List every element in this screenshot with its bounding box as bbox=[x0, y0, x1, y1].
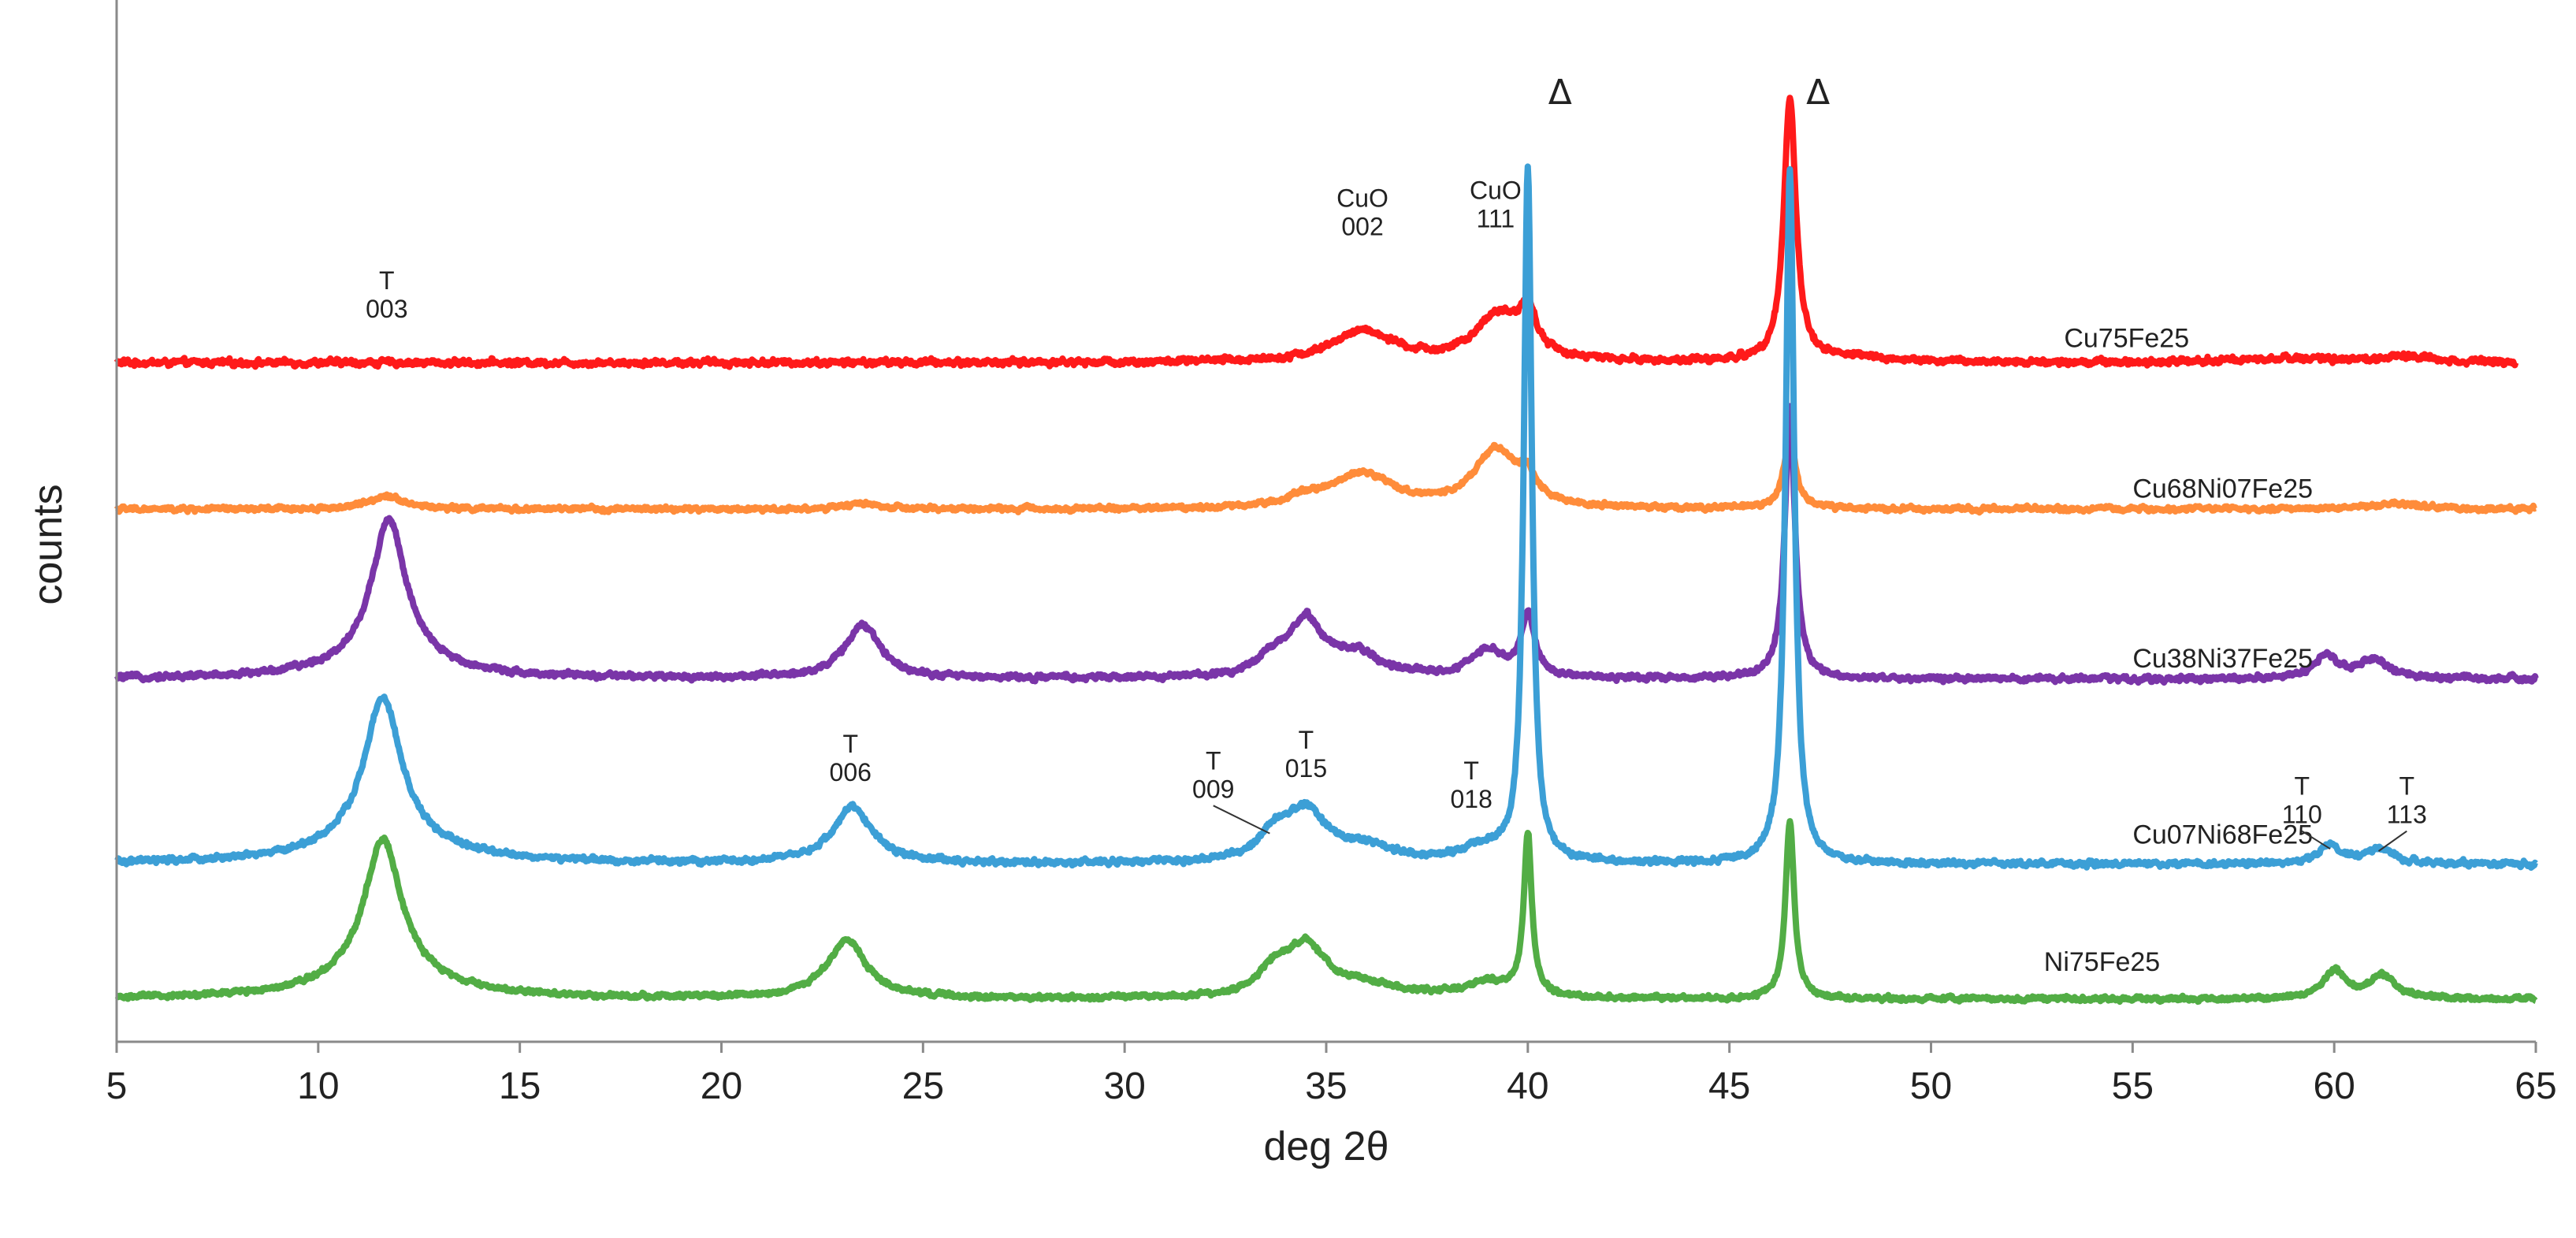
series-line-Cu75Fe25 bbox=[113, 95, 2519, 370]
annotation-leader bbox=[2377, 830, 2407, 852]
x-tick-label: 20 bbox=[701, 1065, 742, 1107]
series-line-Cu38Ni37Fe25 bbox=[114, 403, 2539, 686]
series-line-Cu68Ni07Fe25 bbox=[113, 435, 2538, 516]
peak-annotation: T 110 bbox=[2282, 772, 2322, 829]
x-tick-label: 15 bbox=[499, 1065, 541, 1107]
x-tick-label: 45 bbox=[1708, 1065, 1750, 1107]
annotation-leader bbox=[2301, 830, 2331, 850]
x-tick-label: 30 bbox=[1103, 1065, 1145, 1107]
series-line-Ni75Fe25 bbox=[114, 818, 2538, 1006]
y-axis-title: counts bbox=[25, 484, 71, 604]
x-tick-label: 50 bbox=[1910, 1065, 1952, 1107]
series-line-Cu07Ni68Fe25 bbox=[114, 163, 2538, 871]
x-tick-label: 35 bbox=[1305, 1065, 1347, 1107]
label-layer: Cu75Fe25 Cu68Ni07Fe25 Cu38Ni37Fe25 Cu07Ni68… bbox=[366, 72, 2427, 977]
series-label: Cu38Ni37Fe25 bbox=[2132, 644, 2313, 674]
x-tick-label: 10 bbox=[297, 1065, 339, 1107]
x-tick-label: 40 bbox=[1507, 1065, 1548, 1107]
annotation-leader bbox=[1213, 805, 1270, 835]
peak-annotation: T 003 bbox=[366, 266, 407, 323]
peak-annotation: T 009 bbox=[1192, 746, 1234, 803]
delta-marker: Δ bbox=[1548, 72, 1572, 113]
series-label: Ni75Fe25 bbox=[2044, 947, 2160, 977]
series-label: Cu07Ni68Fe25 bbox=[2132, 820, 2313, 849]
peak-annotation: CuO 111 bbox=[1470, 177, 1522, 233]
x-tick-label: 5 bbox=[106, 1065, 128, 1107]
peak-annotation: T 018 bbox=[1451, 757, 1492, 813]
series-label: Cu68Ni07Fe25 bbox=[2132, 474, 2313, 504]
x-tick-label: 25 bbox=[902, 1065, 944, 1107]
x-axis-title: deg 2θ bbox=[1263, 1124, 1388, 1169]
series-layer bbox=[113, 95, 2539, 1006]
peak-annotation: T 113 bbox=[2387, 772, 2427, 829]
x-tick-label: 65 bbox=[2515, 1065, 2556, 1107]
delta-marker: Δ bbox=[1806, 72, 1830, 113]
axis-layer: 5 10 15 20 25 30 35 40 45 50 55 60 65 bbox=[106, 0, 2557, 1107]
x-tick-label: 55 bbox=[2112, 1065, 2154, 1107]
series-label: Cu75Fe25 bbox=[2064, 324, 2189, 354]
x-tick-label: 60 bbox=[2313, 1065, 2355, 1107]
peak-annotation: T 015 bbox=[1285, 726, 1327, 783]
peak-annotation: T 006 bbox=[830, 730, 872, 786]
peak-annotation: CuO 002 bbox=[1336, 184, 1388, 240]
